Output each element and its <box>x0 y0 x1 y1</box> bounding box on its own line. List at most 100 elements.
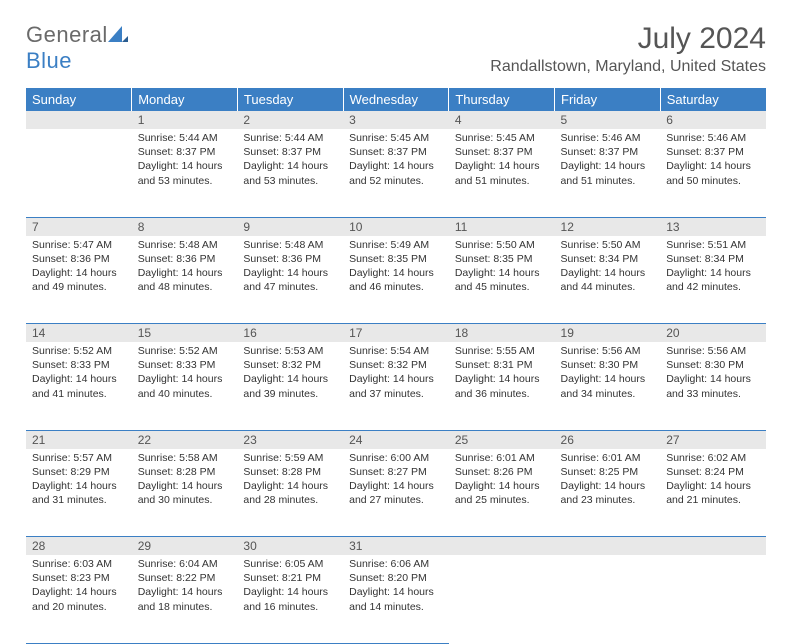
daylight: Daylight: 14 hours and 47 minutes. <box>243 266 337 294</box>
daylight: Daylight: 14 hours and 18 minutes. <box>138 585 232 613</box>
day-detail: Sunrise: 5:48 AMSunset: 8:36 PMDaylight:… <box>237 236 343 301</box>
day-cell: Sunrise: 5:44 AMSunset: 8:37 PMDaylight:… <box>132 129 238 217</box>
day-cell <box>555 555 661 643</box>
day-number: 3 <box>343 111 449 129</box>
day-number: 25 <box>449 430 555 449</box>
logo: GeneralBlue <box>26 22 128 74</box>
sunset: Sunset: 8:25 PM <box>561 465 655 479</box>
sunset: Sunset: 8:34 PM <box>666 252 760 266</box>
week-row: Sunrise: 5:47 AMSunset: 8:36 PMDaylight:… <box>26 236 766 324</box>
sunset: Sunset: 8:37 PM <box>349 145 443 159</box>
sunrise: Sunrise: 5:46 AM <box>666 131 760 145</box>
month-title: July 2024 <box>490 22 766 56</box>
daylight: Daylight: 14 hours and 40 minutes. <box>138 372 232 400</box>
day-number: 15 <box>132 324 238 343</box>
week-row: Sunrise: 5:57 AMSunset: 8:29 PMDaylight:… <box>26 449 766 537</box>
daylight: Daylight: 14 hours and 20 minutes. <box>32 585 126 613</box>
day-number: 4 <box>449 111 555 129</box>
day-number: 5 <box>555 111 661 129</box>
daylight: Daylight: 14 hours and 27 minutes. <box>349 479 443 507</box>
daylight: Daylight: 14 hours and 41 minutes. <box>32 372 126 400</box>
sunrise: Sunrise: 6:05 AM <box>243 557 337 571</box>
day-detail: Sunrise: 6:01 AMSunset: 8:26 PMDaylight:… <box>449 449 555 514</box>
weekday-header: Wednesday <box>343 88 449 111</box>
day-cell: Sunrise: 6:04 AMSunset: 8:22 PMDaylight:… <box>132 555 238 643</box>
daylight: Daylight: 14 hours and 53 minutes. <box>243 159 337 187</box>
sunset: Sunset: 8:35 PM <box>455 252 549 266</box>
day-number: 7 <box>26 217 132 236</box>
day-detail: Sunrise: 5:56 AMSunset: 8:30 PMDaylight:… <box>660 342 766 407</box>
sunrise: Sunrise: 5:49 AM <box>349 238 443 252</box>
day-detail: Sunrise: 5:55 AMSunset: 8:31 PMDaylight:… <box>449 342 555 407</box>
day-detail: Sunrise: 5:46 AMSunset: 8:37 PMDaylight:… <box>660 129 766 194</box>
day-detail: Sunrise: 5:46 AMSunset: 8:37 PMDaylight:… <box>555 129 661 194</box>
weekday-header: Friday <box>555 88 661 111</box>
daylight: Daylight: 14 hours and 34 minutes. <box>561 372 655 400</box>
daylight: Daylight: 14 hours and 36 minutes. <box>455 372 549 400</box>
sunset: Sunset: 8:37 PM <box>455 145 549 159</box>
day-cell: Sunrise: 5:59 AMSunset: 8:28 PMDaylight:… <box>237 449 343 537</box>
sunrise: Sunrise: 5:48 AM <box>243 238 337 252</box>
day-cell: Sunrise: 5:50 AMSunset: 8:34 PMDaylight:… <box>555 236 661 324</box>
weekday-header: Monday <box>132 88 238 111</box>
day-detail: Sunrise: 5:44 AMSunset: 8:37 PMDaylight:… <box>237 129 343 194</box>
sunrise: Sunrise: 5:52 AM <box>138 344 232 358</box>
sunset: Sunset: 8:36 PM <box>32 252 126 266</box>
sunrise: Sunrise: 5:46 AM <box>561 131 655 145</box>
sunrise: Sunrise: 5:44 AM <box>243 131 337 145</box>
day-detail: Sunrise: 6:00 AMSunset: 8:27 PMDaylight:… <box>343 449 449 514</box>
sunrise: Sunrise: 5:48 AM <box>138 238 232 252</box>
day-number: 17 <box>343 324 449 343</box>
day-detail: Sunrise: 6:01 AMSunset: 8:25 PMDaylight:… <box>555 449 661 514</box>
sunrise: Sunrise: 5:57 AM <box>32 451 126 465</box>
sunrise: Sunrise: 6:03 AM <box>32 557 126 571</box>
daylight: Daylight: 14 hours and 49 minutes. <box>32 266 126 294</box>
day-number: 30 <box>237 537 343 556</box>
day-cell: Sunrise: 5:56 AMSunset: 8:30 PMDaylight:… <box>555 342 661 430</box>
day-detail: Sunrise: 5:57 AMSunset: 8:29 PMDaylight:… <box>26 449 132 514</box>
day-number <box>449 537 555 556</box>
day-detail: Sunrise: 5:44 AMSunset: 8:37 PMDaylight:… <box>132 129 238 194</box>
day-detail: Sunrise: 5:50 AMSunset: 8:35 PMDaylight:… <box>449 236 555 301</box>
day-detail: Sunrise: 5:45 AMSunset: 8:37 PMDaylight:… <box>449 129 555 194</box>
sunset: Sunset: 8:32 PM <box>243 358 337 372</box>
daynum-row: 28293031 <box>26 537 766 556</box>
day-number: 1 <box>132 111 238 129</box>
day-detail: Sunrise: 5:50 AMSunset: 8:34 PMDaylight:… <box>555 236 661 301</box>
day-number: 18 <box>449 324 555 343</box>
sunrise: Sunrise: 5:47 AM <box>32 238 126 252</box>
day-detail <box>449 555 555 563</box>
day-number: 26 <box>555 430 661 449</box>
sunset: Sunset: 8:37 PM <box>561 145 655 159</box>
day-number <box>555 537 661 556</box>
logo-text-b: Blue <box>26 48 72 73</box>
day-cell: Sunrise: 5:54 AMSunset: 8:32 PMDaylight:… <box>343 342 449 430</box>
day-cell: Sunrise: 5:57 AMSunset: 8:29 PMDaylight:… <box>26 449 132 537</box>
day-cell: Sunrise: 5:49 AMSunset: 8:35 PMDaylight:… <box>343 236 449 324</box>
sunrise: Sunrise: 5:45 AM <box>455 131 549 145</box>
sunset: Sunset: 8:33 PM <box>138 358 232 372</box>
sunrise: Sunrise: 5:55 AM <box>455 344 549 358</box>
daylight: Daylight: 14 hours and 51 minutes. <box>455 159 549 187</box>
weekday-header-row: Sunday Monday Tuesday Wednesday Thursday… <box>26 88 766 111</box>
page-header: GeneralBlue July 2024 Randallstown, Mary… <box>26 22 766 82</box>
sunset: Sunset: 8:36 PM <box>138 252 232 266</box>
day-detail: Sunrise: 6:06 AMSunset: 8:20 PMDaylight:… <box>343 555 449 620</box>
day-cell: Sunrise: 6:02 AMSunset: 8:24 PMDaylight:… <box>660 449 766 537</box>
daylight: Daylight: 14 hours and 23 minutes. <box>561 479 655 507</box>
day-cell: Sunrise: 5:53 AMSunset: 8:32 PMDaylight:… <box>237 342 343 430</box>
sunset: Sunset: 8:36 PM <box>243 252 337 266</box>
sunrise: Sunrise: 5:50 AM <box>455 238 549 252</box>
logo-text: GeneralBlue <box>26 22 128 74</box>
daylight: Daylight: 14 hours and 50 minutes. <box>666 159 760 187</box>
daynum-row: 21222324252627 <box>26 430 766 449</box>
daylight: Daylight: 14 hours and 51 minutes. <box>561 159 655 187</box>
day-cell: Sunrise: 5:55 AMSunset: 8:31 PMDaylight:… <box>449 342 555 430</box>
day-cell: Sunrise: 5:52 AMSunset: 8:33 PMDaylight:… <box>132 342 238 430</box>
daylight: Daylight: 14 hours and 31 minutes. <box>32 479 126 507</box>
sunset: Sunset: 8:33 PM <box>32 358 126 372</box>
sunrise: Sunrise: 5:53 AM <box>243 344 337 358</box>
sunrise: Sunrise: 6:06 AM <box>349 557 443 571</box>
sunset: Sunset: 8:28 PM <box>243 465 337 479</box>
week-row: Sunrise: 5:52 AMSunset: 8:33 PMDaylight:… <box>26 342 766 430</box>
